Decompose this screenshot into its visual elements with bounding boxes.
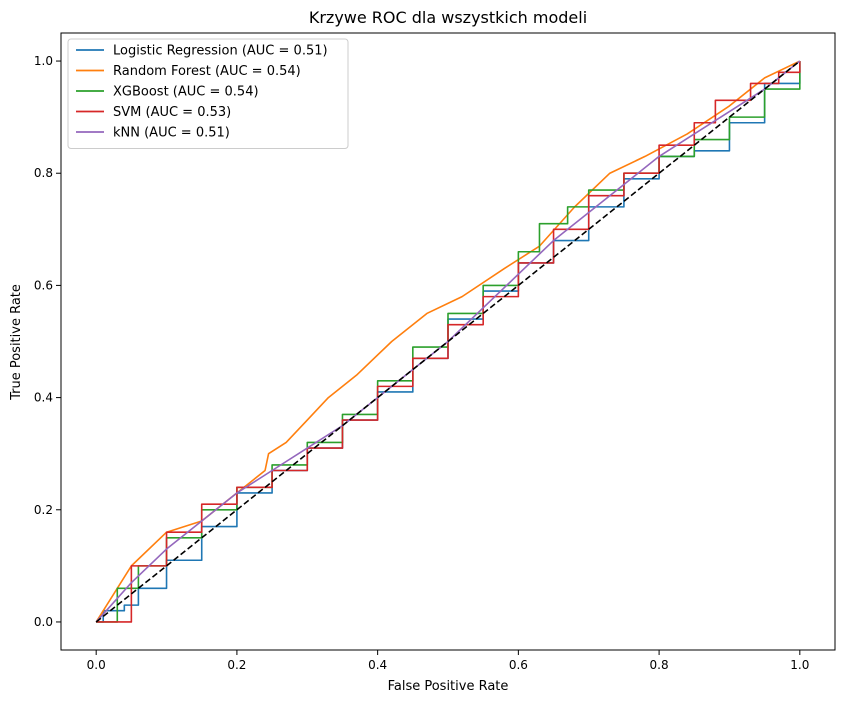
y-tick-label: 0.0 bbox=[34, 615, 53, 629]
plot-area: 0.0 0.2 0.4 0.6 0.8 1.0 0.0 0.2 0.4 0.6 0.8 1.0 Logi… bbox=[34, 32, 836, 672]
x-axis-label: False Positive Rate bbox=[388, 679, 509, 694]
x-tick-label: 0.2 bbox=[227, 658, 246, 672]
y-tick-label: 0.4 bbox=[34, 391, 53, 405]
x-tick-label: 1.0 bbox=[790, 658, 809, 672]
legend-label-2: XGBoost (AUC = 0.54) bbox=[113, 85, 259, 100]
x-tick-label: 0.6 bbox=[509, 658, 528, 672]
y-tick-label: 0.6 bbox=[34, 278, 53, 292]
x-tick-label: 0.4 bbox=[368, 658, 387, 672]
y-tick-label: 1.0 bbox=[34, 54, 53, 68]
x-tick-label: 0.0 bbox=[87, 658, 106, 672]
legend: Logistic Regression (AUC = 0.51) Random F… bbox=[67, 38, 349, 149]
series-line-4 bbox=[95, 60, 801, 623]
legend-label-0: Logistic Regression (AUC = 0.51) bbox=[113, 44, 328, 59]
curves-group bbox=[95, 60, 801, 623]
y-tick-label: 0.2 bbox=[34, 503, 53, 517]
series-line-3 bbox=[96, 61, 801, 623]
legend-box bbox=[67, 38, 349, 149]
x-tick-label: 0.8 bbox=[650, 658, 669, 672]
chart-title: Krzywe ROC dla wszystkich modeli bbox=[309, 8, 587, 27]
plot-frame bbox=[60, 32, 836, 651]
legend-label-3: SVM (AUC = 0.53) bbox=[113, 105, 231, 120]
y-axis-label: True Positive Rate bbox=[9, 284, 24, 401]
reference-diagonal-line bbox=[95, 60, 801, 623]
legend-label-4: kNN (AUC = 0.51) bbox=[113, 126, 230, 141]
legend-label-1: Random Forest (AUC = 0.54) bbox=[113, 64, 301, 79]
y-tick-label: 0.8 bbox=[34, 166, 53, 180]
